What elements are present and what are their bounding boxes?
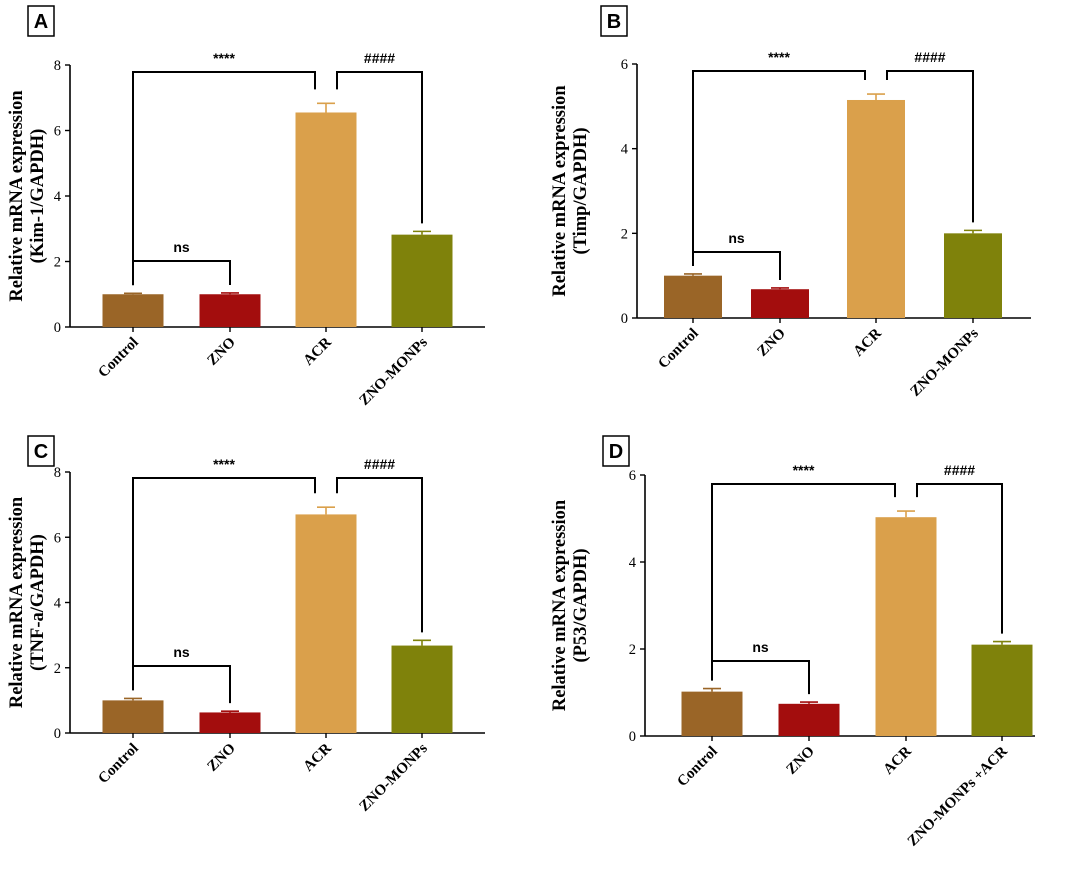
- y-tick-label: 0: [621, 311, 628, 327]
- y-tick-label: 2: [54, 255, 61, 271]
- bar: [681, 691, 743, 736]
- panel-letter-box: [602, 435, 630, 467]
- x-tick-label: Control: [95, 741, 141, 787]
- bar: [875, 517, 937, 736]
- y-tick-label: 2: [54, 661, 61, 677]
- x-tick-label: ACR: [881, 743, 915, 777]
- significance-bracket-hash: [336, 71, 423, 224]
- significance-label-hash: ####: [364, 50, 395, 66]
- x-tick-label: ZNO: [784, 744, 818, 778]
- x-tick-label: ZNO-MONPs: [907, 325, 981, 399]
- bar: [664, 275, 722, 318]
- significance-label-hash: ####: [364, 456, 395, 472]
- y-tick-label: 6: [54, 124, 61, 140]
- bar: [199, 712, 261, 733]
- panel-letter-box: [600, 5, 628, 37]
- y-tick-label: 0: [54, 726, 61, 742]
- x-tick-label: ZNO: [755, 326, 789, 360]
- bar: [102, 700, 164, 733]
- bar: [199, 294, 261, 327]
- significance-label-ns: ns: [173, 239, 190, 255]
- x-tick-label: ZNO: [205, 741, 239, 775]
- significance-bracket-stars: [692, 70, 866, 260]
- panel-letter-box: [27, 435, 55, 467]
- y-axis-label-line1: Relative mRNA expression: [7, 90, 27, 302]
- significance-bracket-stars: [711, 483, 896, 675]
- chart-a: A Relative mRNA expression (Kim-1/GAPDH) 0 2…: [7, 5, 485, 409]
- bar: [391, 645, 453, 733]
- y-tick-label: 2: [621, 226, 628, 242]
- y-tick-label: 6: [629, 468, 636, 484]
- x-tick-label: ZNO-MONPs: [356, 740, 430, 814]
- y-tick-label: 6: [54, 530, 61, 546]
- bar: [778, 703, 840, 736]
- y-tick-label: 8: [54, 465, 61, 481]
- x-tick-label: ACR: [301, 334, 335, 368]
- x-tick-label: ACR: [301, 740, 335, 774]
- significance-label-hash: ####: [914, 49, 945, 65]
- y-tick-label: 8: [54, 58, 61, 74]
- significance-label-stars: ****: [213, 456, 235, 472]
- panel-letter: C: [34, 441, 48, 463]
- x-tick-label: Control: [95, 335, 141, 381]
- significance-bracket-stars: [132, 477, 316, 685]
- significance-bracket-ns: [132, 665, 231, 704]
- y-axis-label-line2: (Kim-1/GAPDH): [28, 129, 48, 264]
- significance-bracket-stars: [132, 71, 316, 280]
- y-tick-label: 2: [629, 642, 636, 658]
- significance-label-stars: ****: [793, 462, 815, 478]
- panel-letter: B: [607, 11, 621, 33]
- y-axis-label-line1: Relative mRNA expression: [550, 85, 570, 297]
- panel-letter: A: [34, 11, 48, 33]
- y-tick-label: 6: [621, 57, 628, 73]
- x-tick-label: ZNO: [205, 335, 239, 369]
- y-tick-label: 4: [54, 189, 62, 205]
- significance-label-stars: ****: [768, 49, 790, 65]
- x-tick-label: ZNO-MONPs: [356, 334, 430, 408]
- y-tick-label: 4: [621, 142, 629, 158]
- significance-label-ns: ns: [752, 639, 769, 655]
- panel-b: B Relative mRNA expression (Timp/GAPDH) 0 2 4…: [533, 0, 1065, 430]
- y-tick-label: 0: [54, 320, 61, 336]
- panel-d: D Relative mRNA expression (P53/GAPDH) 0 2 4 6…: [533, 430, 1065, 871]
- y-axis-label-line1: Relative mRNA expression: [550, 499, 570, 711]
- y-tick-label: 0: [629, 729, 636, 745]
- significance-bracket-hash: [886, 70, 974, 223]
- bar: [944, 233, 1002, 318]
- y-axis-label-line2: (TNF-a/GAPDH): [28, 534, 48, 671]
- y-axis-label-line1: Relative mRNA expression: [7, 496, 27, 708]
- panel-a: A Relative mRNA expression (Kim-1/GAPDH) 0 2…: [0, 0, 532, 430]
- y-tick-label: 4: [54, 596, 62, 612]
- significance-bracket-hash: [916, 483, 1003, 634]
- significance-label-ns: ns: [728, 230, 745, 246]
- y-axis-label-line2: (Timp/GAPDH): [571, 127, 591, 254]
- x-tick-label: ACR: [851, 325, 885, 359]
- bar: [295, 514, 357, 733]
- panel-c: C Relative mRNA expression (TNF-a/GAPDH) 0 2…: [0, 430, 532, 871]
- panel-letter-box: [27, 5, 55, 37]
- panel-letter: D: [609, 441, 623, 463]
- bar: [971, 644, 1033, 736]
- chart-c: C Relative mRNA expression (TNF-a/GAPDH) 0 2…: [7, 435, 485, 815]
- significance-label-hash: ####: [944, 462, 975, 478]
- bar: [295, 112, 357, 327]
- significance-bracket-ns: [711, 660, 810, 695]
- chart-b: B Relative mRNA expression (Timp/GAPDH) 0 2 4…: [550, 5, 1031, 400]
- x-tick-label: Control: [655, 326, 701, 372]
- y-axis-label-line2: (P53/GAPDH): [571, 548, 591, 662]
- x-tick-label: ZNO-MONPs +ACR: [905, 743, 1011, 849]
- bar: [391, 234, 453, 327]
- bar: [847, 99, 905, 318]
- y-tick-label: 4: [629, 555, 637, 571]
- significance-bracket-ns: [132, 260, 231, 286]
- significance-label-ns: ns: [173, 644, 190, 660]
- bar: [751, 289, 809, 318]
- x-tick-label: Control: [674, 744, 720, 790]
- significance-bracket-hash: [336, 477, 423, 633]
- bar: [102, 294, 164, 327]
- significance-label-stars: ****: [213, 50, 235, 66]
- chart-d: D Relative mRNA expression (P53/GAPDH) 0 2 4 6…: [550, 435, 1035, 850]
